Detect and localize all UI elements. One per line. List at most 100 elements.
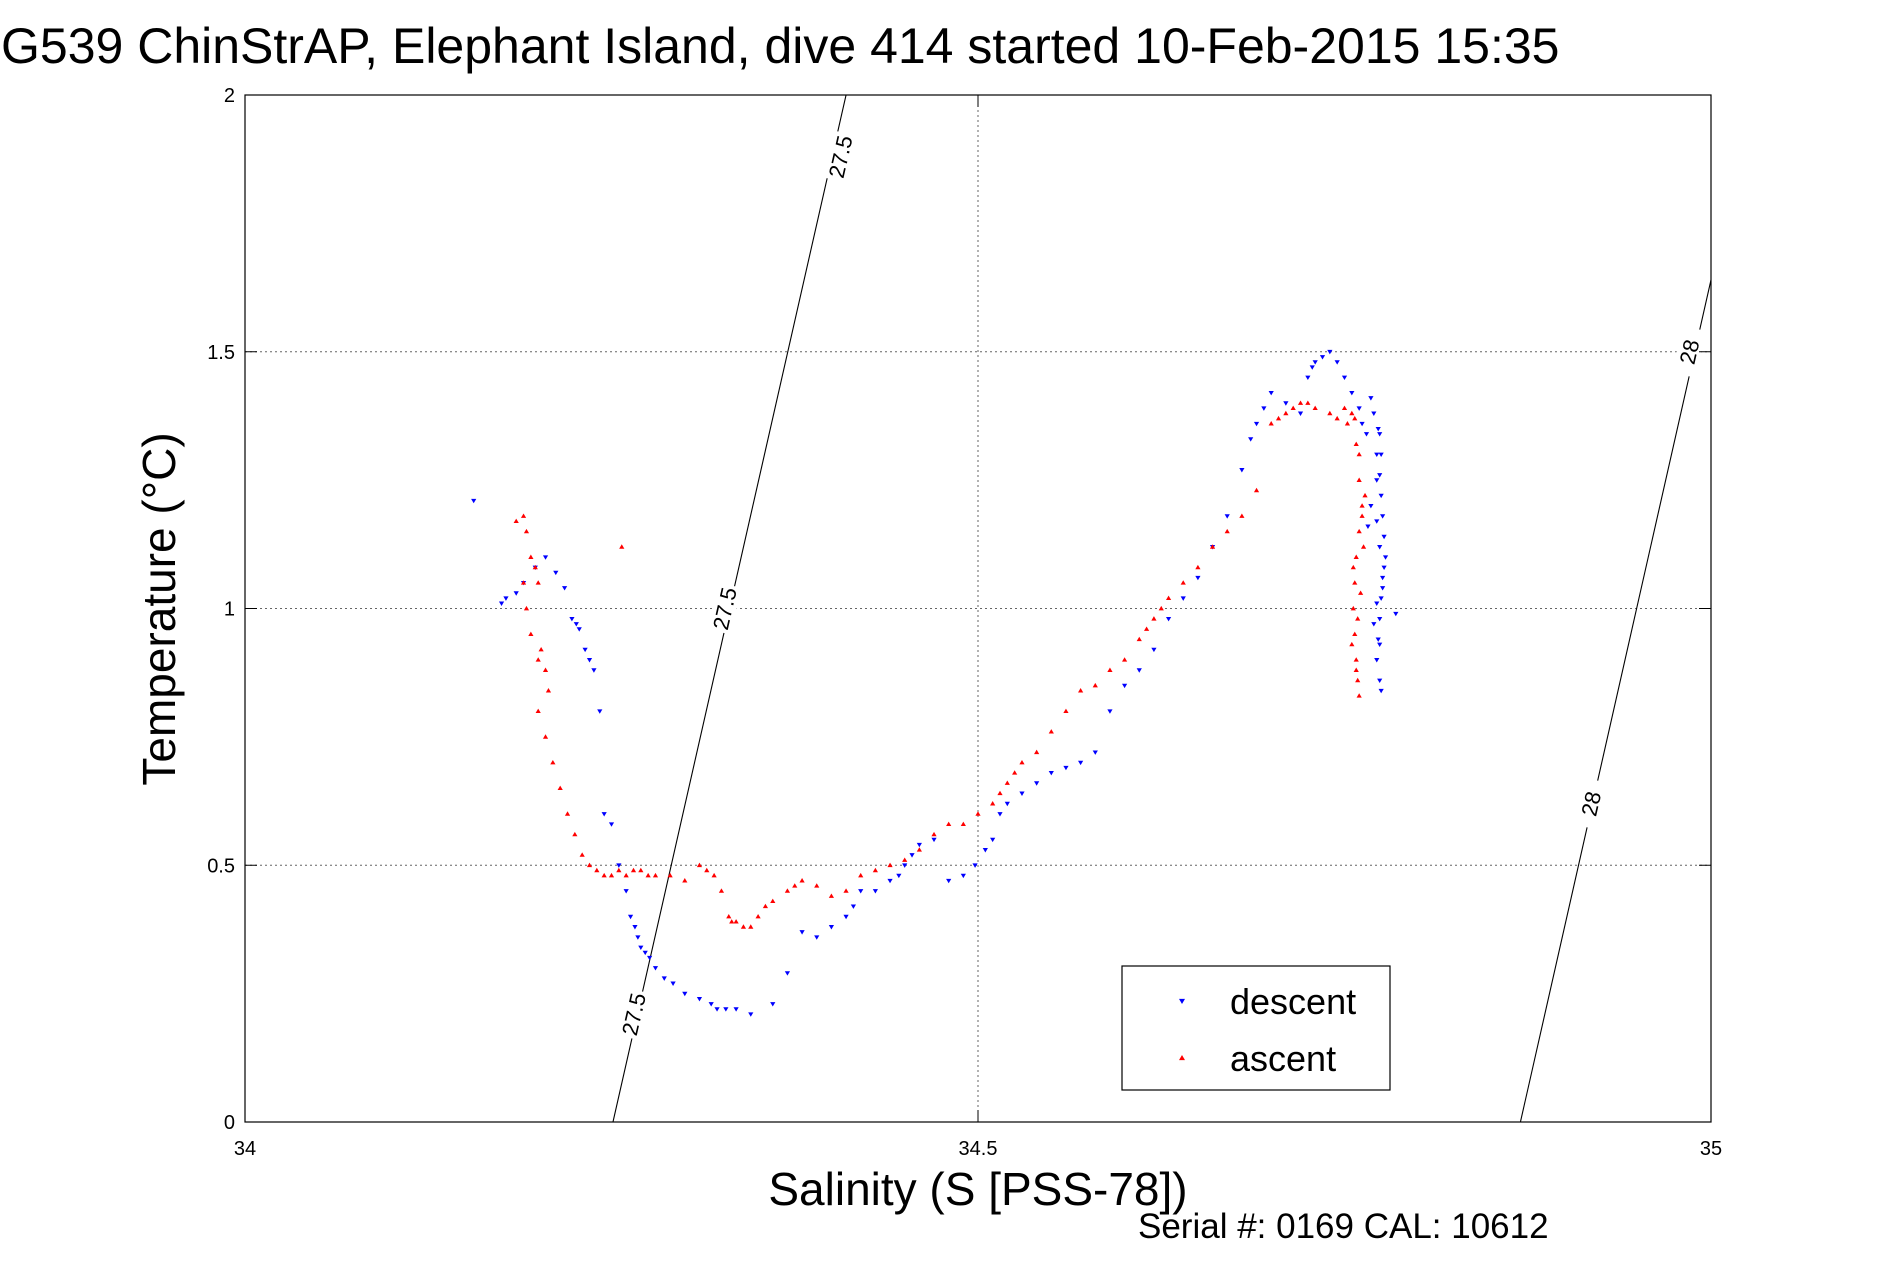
descent-point xyxy=(1371,622,1377,627)
ascent-point xyxy=(630,867,637,873)
serial-caption: Serial #: 0169 CAL: 10612 xyxy=(1138,1207,1549,1246)
ascent-point xyxy=(1004,780,1010,785)
data-points xyxy=(471,349,1399,1017)
ascent-point xyxy=(1283,410,1289,416)
isopycnal-label: 28 xyxy=(1573,777,1608,830)
isopycnal-line xyxy=(1519,279,1712,1123)
ascent-point xyxy=(1353,657,1359,662)
ascent-point xyxy=(887,862,893,868)
ascent-point xyxy=(538,646,544,652)
axis-ticks: 34 34.5 35 0 0.5 1 1.5 2 xyxy=(207,85,1722,1160)
descent-point xyxy=(1309,365,1315,370)
descent-point xyxy=(997,812,1003,817)
ascent-point xyxy=(997,790,1003,796)
ascent-point xyxy=(594,867,600,873)
descent-point xyxy=(887,878,893,884)
ascent-point xyxy=(523,528,530,534)
descent-point xyxy=(635,935,641,940)
ascent-point xyxy=(740,924,747,929)
chart-title: G539 ChinStrAP, Elephant Island, dive 41… xyxy=(1,18,1559,74)
y-tick-label: 0.5 xyxy=(207,855,235,877)
ascent-point xyxy=(1356,451,1362,457)
ascent-point xyxy=(535,657,541,662)
ascent-point xyxy=(542,734,549,739)
descent-point xyxy=(784,971,791,976)
ascent-point xyxy=(1209,544,1216,549)
descent-point xyxy=(601,812,607,817)
descent-point xyxy=(946,878,952,884)
descent-point xyxy=(1375,426,1381,432)
descent-point xyxy=(902,863,908,868)
ascent-point xyxy=(528,554,534,559)
svg-text:27.5: 27.5 xyxy=(617,991,651,1038)
descent-point xyxy=(1334,360,1340,365)
descent-point xyxy=(542,555,549,560)
descent-point xyxy=(1107,709,1113,714)
svg-text:27.5: 27.5 xyxy=(708,585,742,632)
descent-point xyxy=(1380,575,1386,581)
ascent-point xyxy=(1341,405,1348,411)
x-tick-label: 34 xyxy=(234,1138,256,1160)
ascent-point xyxy=(1358,590,1364,595)
ascent-point xyxy=(545,688,552,693)
ascent-point xyxy=(1195,564,1201,570)
ascent-point xyxy=(616,867,622,873)
ascent-point xyxy=(682,878,688,883)
descent-point xyxy=(591,668,597,673)
descent-point xyxy=(1312,360,1318,365)
ascent-point xyxy=(711,872,717,878)
ascent-point xyxy=(1344,421,1351,426)
descent-point xyxy=(1078,760,1084,766)
x-axis-label: Salinity (S [PSS-78]) xyxy=(768,1163,1187,1215)
ascent-point xyxy=(799,878,805,883)
ascent-point xyxy=(572,831,578,837)
ascent-point xyxy=(975,811,981,816)
descent-point xyxy=(1377,616,1383,622)
ascent-point xyxy=(762,903,769,909)
ascent-point xyxy=(843,888,849,893)
descent-point xyxy=(1365,524,1371,529)
ascent-point xyxy=(1158,605,1164,611)
descent-point xyxy=(714,1007,720,1012)
ascent-point xyxy=(872,867,878,873)
ascent-point xyxy=(748,924,754,929)
descent-point xyxy=(1380,586,1386,591)
descent-point xyxy=(1356,406,1362,411)
descent-point xyxy=(573,622,579,627)
ascent-point xyxy=(564,811,571,816)
ascent-point xyxy=(1305,400,1311,405)
descent-point xyxy=(608,822,615,827)
ascent-point xyxy=(601,872,607,878)
descent-point xyxy=(1019,791,1025,796)
ascent-point xyxy=(858,872,864,878)
descent-point xyxy=(1261,406,1267,411)
descent-point xyxy=(1151,647,1157,653)
descent-point xyxy=(647,955,653,961)
ascent-point xyxy=(1253,487,1260,493)
ascent-point xyxy=(784,888,791,893)
descent-point xyxy=(1377,642,1383,648)
ascent-point xyxy=(1107,667,1113,672)
ascent-point xyxy=(718,888,725,893)
ascent-point xyxy=(1334,415,1340,421)
legend-label-ascent: ascent xyxy=(1230,1038,1336,1079)
descent-point xyxy=(1253,421,1260,427)
legend-box xyxy=(1121,965,1391,1091)
ascent-point xyxy=(1327,410,1333,416)
descent-point xyxy=(576,627,582,632)
descent-point xyxy=(503,596,509,601)
descent-point xyxy=(513,591,519,596)
ascent-point xyxy=(1356,693,1362,698)
ascent-point xyxy=(623,872,629,878)
ascent-point xyxy=(1012,770,1018,775)
descent-point xyxy=(627,914,634,920)
descent-point xyxy=(1380,514,1386,519)
y-tick-label: 2 xyxy=(224,85,235,107)
descent-point xyxy=(850,904,856,909)
ascent-point xyxy=(946,821,952,826)
ascent-point xyxy=(704,867,710,873)
ascent-point xyxy=(792,883,798,888)
descent-point xyxy=(909,853,915,858)
descent-point xyxy=(1122,683,1128,689)
svg-text:28: 28 xyxy=(1576,789,1606,818)
